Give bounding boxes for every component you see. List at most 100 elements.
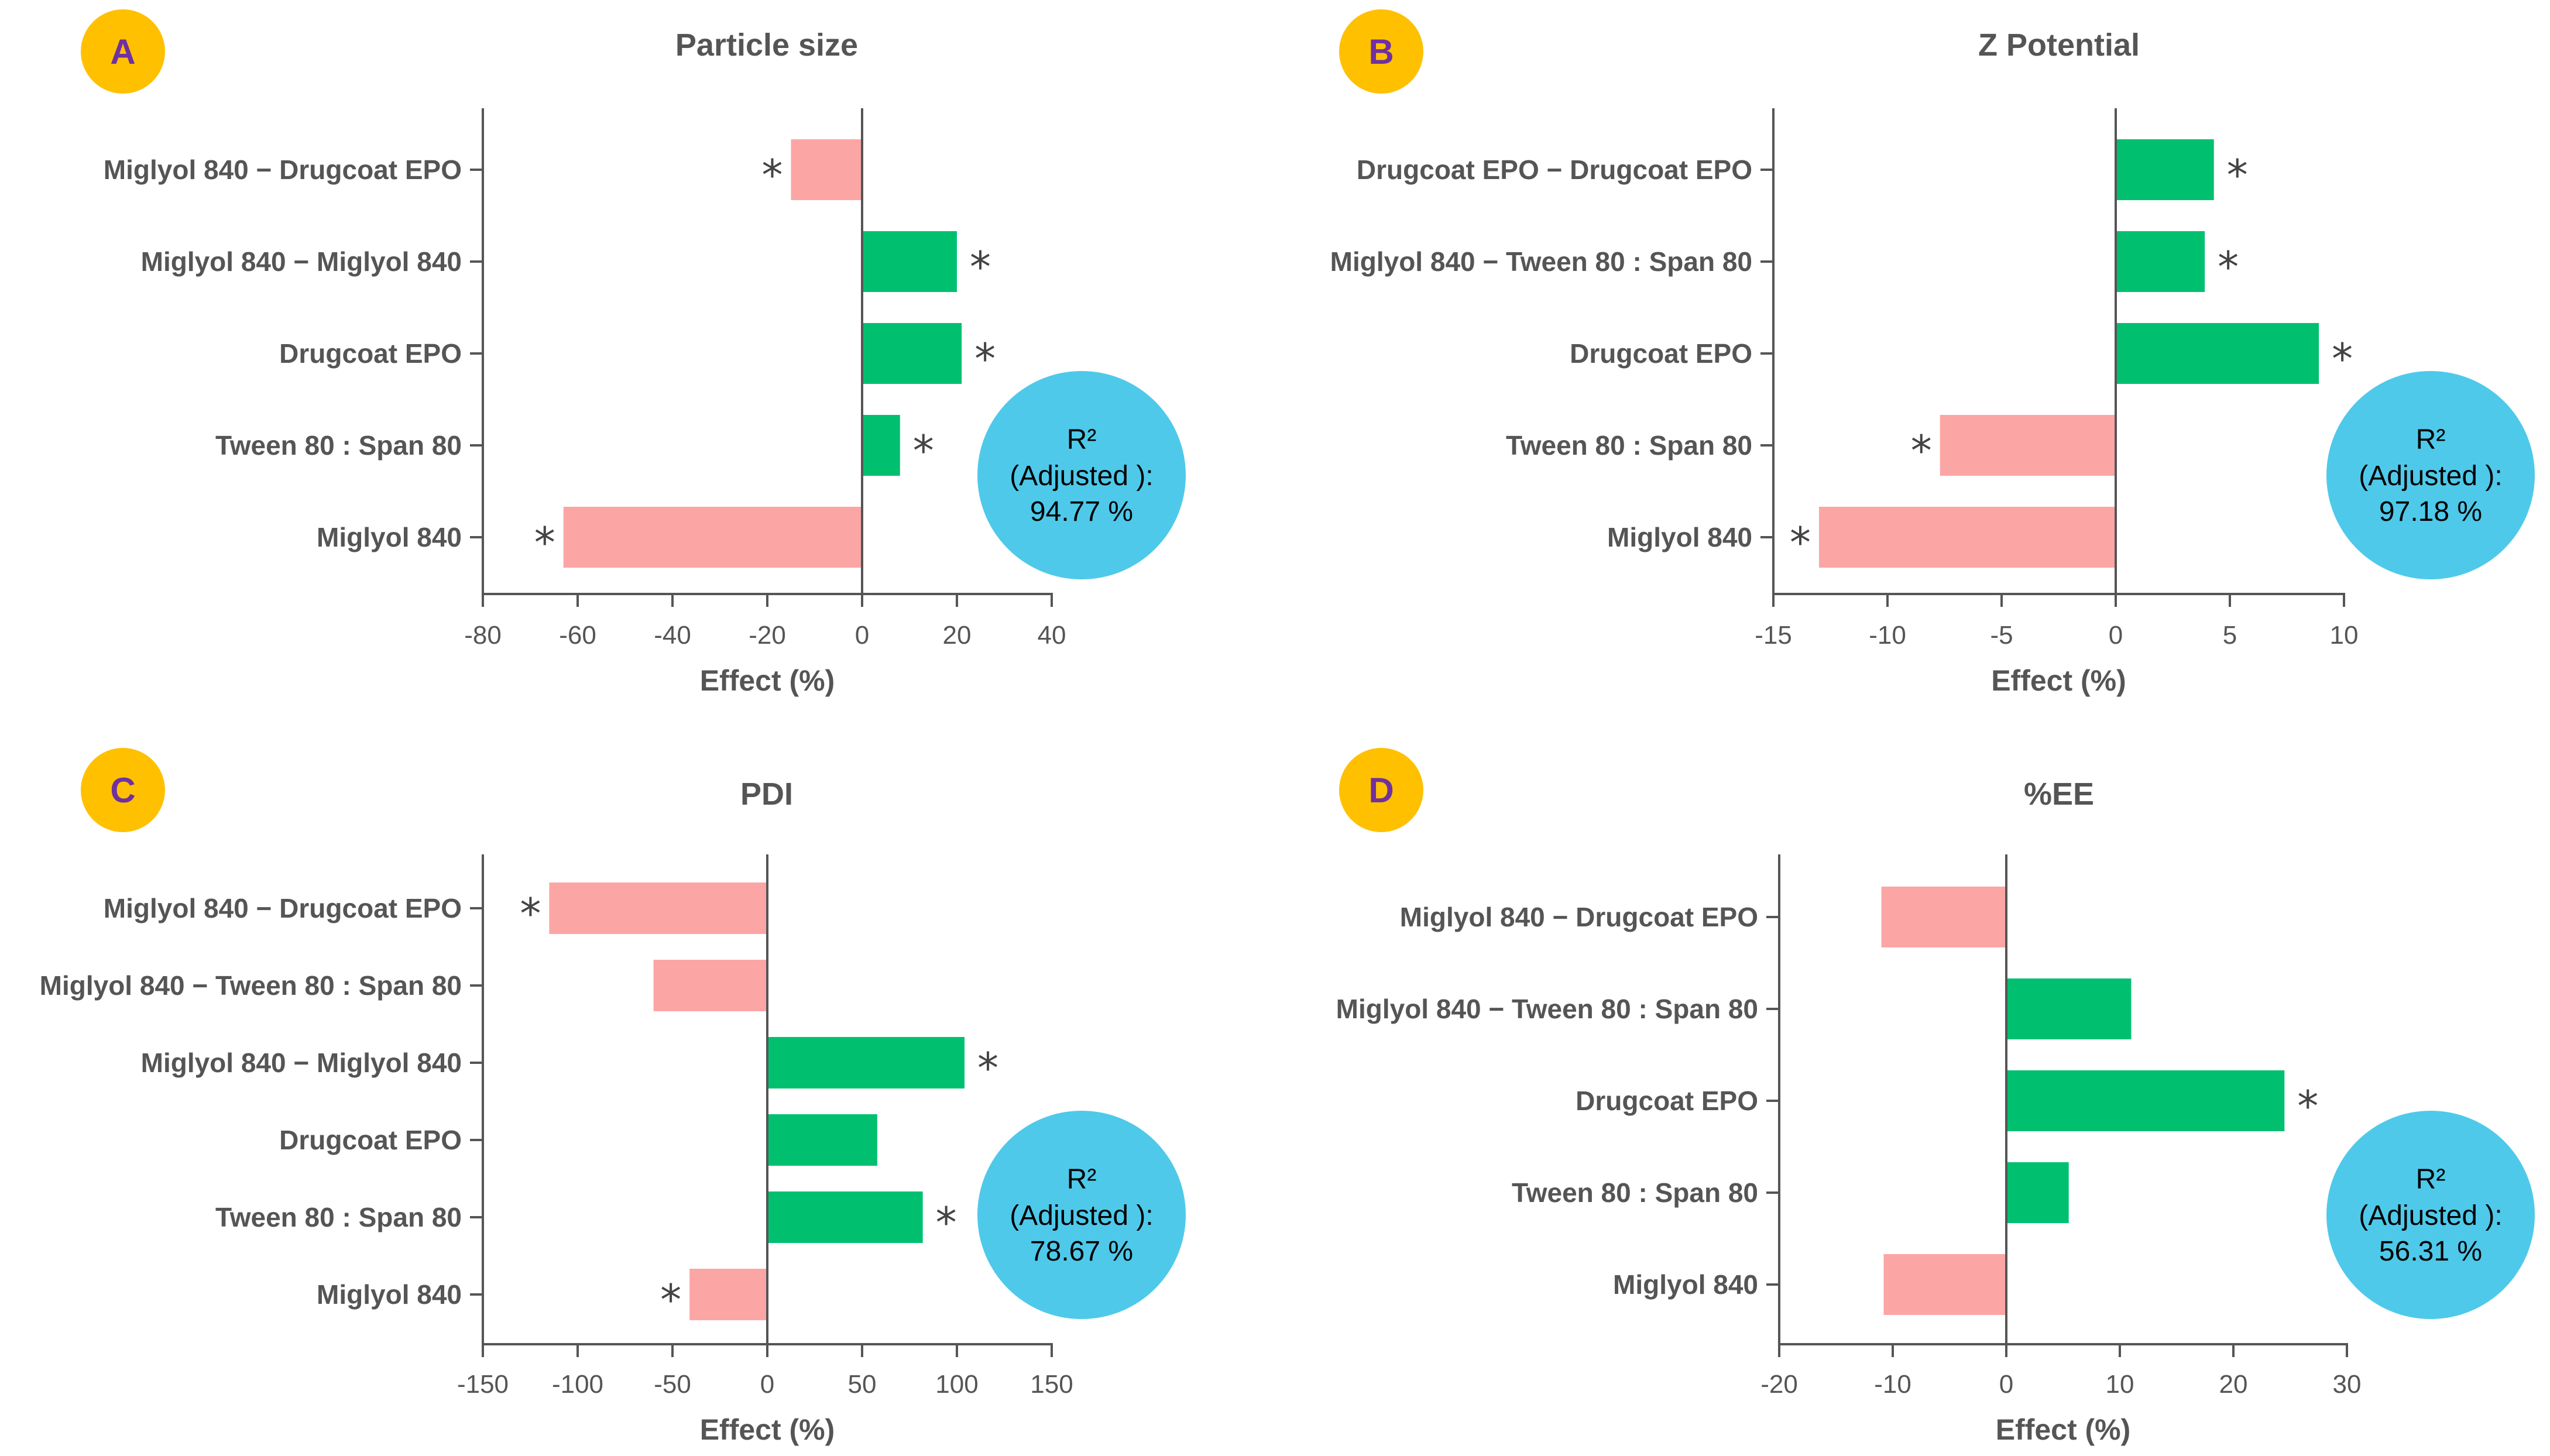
r2-value: 78.67 % — [1030, 1236, 1133, 1267]
chart-title: Particle size — [675, 28, 858, 63]
panel-badge-label: D — [1368, 771, 1394, 810]
x-tick-label: 30 — [2333, 1370, 2362, 1399]
x-axis-title: Effect (%) — [1991, 664, 2126, 697]
r2-value: 94.77 % — [1030, 496, 1133, 527]
bar-4 — [2006, 1162, 2069, 1223]
category-label: Miglyol 840 − Drugcoat EPO — [104, 893, 462, 923]
significance-star: * — [2332, 334, 2353, 383]
bar-5 — [767, 1191, 923, 1243]
bar-2 — [862, 231, 957, 292]
x-tick-label: 100 — [935, 1370, 978, 1399]
bar-5 — [1883, 1254, 2006, 1315]
significance-star: * — [1790, 518, 1811, 567]
panel-badge — [1339, 9, 1423, 94]
significance-star: * — [977, 1043, 998, 1093]
category-label: Miglyol 840 − Miglyol 840 — [141, 1048, 462, 1078]
bar-3 — [767, 1037, 965, 1088]
chart-panel-d: D %EE Miglyol 840 − Drugcoat EPO Miglyol 84… — [1336, 748, 2535, 1446]
significance-star: * — [520, 889, 541, 938]
r2-circle — [977, 1111, 1186, 1319]
x-tick-label: 150 — [1030, 1370, 1073, 1399]
x-tick-label: -40 — [654, 621, 691, 650]
category-label: Miglyol 840 − Drugcoat EPO — [1400, 902, 1758, 932]
r2-adjusted-label: (Adjusted ): — [1010, 1200, 1153, 1231]
x-tick-label: 0 — [1999, 1370, 2013, 1399]
r2-adjusted-label: (Adjusted ): — [2359, 1200, 2502, 1231]
x-tick-label: -5 — [1990, 621, 2013, 650]
category-label: Tween 80 : Span 80 — [215, 430, 462, 461]
category-label: Miglyol 840 − Drugcoat EPO — [104, 154, 462, 185]
significance-star: * — [660, 1275, 681, 1324]
x-tick-label: -20 — [1760, 1370, 1798, 1399]
category-label: Miglyol 840 — [317, 522, 462, 552]
bar-1 — [1881, 887, 2006, 947]
significance-star: * — [2297, 1081, 2318, 1131]
x-tick-label: -150 — [457, 1370, 509, 1399]
significance-star: * — [2227, 150, 2248, 200]
x-tick-label: -20 — [749, 621, 786, 650]
bar-1 — [2116, 139, 2214, 200]
bar-4 — [1940, 415, 2116, 476]
x-axis-title: Effect (%) — [1996, 1413, 2131, 1446]
bar-3 — [2116, 323, 2319, 384]
significance-star: * — [970, 242, 991, 291]
r2-label: R² — [2416, 1164, 2446, 1195]
category-label: Miglyol 840 − Miglyol 840 — [141, 246, 462, 277]
category-label: Drugcoat EPO — [1570, 338, 1752, 369]
category-label: Drugcoat EPO — [1576, 1086, 1758, 1116]
category-label: Miglyol 840 − Tween 80 : Span 80 — [40, 970, 462, 1001]
x-tick-label: -10 — [1869, 621, 1906, 650]
x-tick-label: -10 — [1874, 1370, 1911, 1399]
x-axis-title: Effect (%) — [700, 664, 835, 697]
bar-1 — [791, 139, 862, 200]
significance-star: * — [936, 1198, 957, 1247]
significance-star: * — [2218, 242, 2239, 291]
bar-3 — [2006, 1070, 2285, 1131]
x-tick-label: 0 — [760, 1370, 774, 1399]
r2-circle — [2326, 1111, 2535, 1319]
panel-badge — [81, 9, 165, 94]
chart-title: %EE — [2024, 777, 2094, 812]
x-tick-label: -50 — [654, 1370, 691, 1399]
x-tick-label: 10 — [2106, 1370, 2134, 1399]
panel-badge-label: A — [110, 32, 135, 71]
r2-annotation: R² (Adjusted ): 56.31 % — [2326, 1111, 2535, 1319]
chart-title: Z Potential — [1978, 28, 2140, 63]
bar-2 — [2006, 978, 2132, 1039]
r2-value: 97.18 % — [2379, 496, 2482, 527]
x-tick-label: -80 — [464, 621, 502, 650]
panel-badge — [1339, 748, 1423, 832]
significance-star: * — [1911, 426, 1932, 475]
x-tick-label: 50 — [848, 1370, 877, 1399]
panel-badge-label: B — [1368, 32, 1394, 71]
x-tick-label: -100 — [552, 1370, 603, 1399]
category-label: Drugcoat EPO — [279, 338, 462, 369]
significance-star: * — [974, 334, 996, 383]
bar-5 — [563, 507, 862, 568]
category-label: Miglyol 840 — [317, 1279, 462, 1310]
r2-annotation: R² (Adjusted ): 97.18 % — [2326, 371, 2535, 579]
x-tick-label: 40 — [1038, 621, 1066, 650]
chart-panel-b: B Z Potential * Drugcoat EPO − Drugcoat EPO… — [1330, 9, 2535, 697]
x-tick-label: 10 — [2330, 621, 2359, 650]
category-label: Drugcoat EPO − Drugcoat EPO — [1357, 154, 1752, 185]
bar-4 — [862, 415, 900, 476]
x-tick-label: 0 — [855, 621, 869, 650]
significance-star: * — [913, 426, 934, 475]
x-axis-title: Effect (%) — [700, 1413, 835, 1446]
category-label: Tween 80 : Span 80 — [215, 1202, 462, 1232]
r2-circle — [977, 371, 1186, 579]
category-label: Miglyol 840 — [1607, 522, 1752, 552]
bar-1 — [549, 882, 767, 934]
r2-circle — [2326, 371, 2535, 579]
r2-adjusted-label: (Adjusted ): — [1010, 461, 1153, 492]
r2-value: 56.31 % — [2379, 1236, 2482, 1267]
category-label: Tween 80 : Span 80 — [1506, 430, 1752, 461]
category-label: Drugcoat EPO — [279, 1125, 462, 1155]
chart-panel-c: C PDI * Miglyol 840 − Drugcoat EPO Miglyol 8… — [40, 748, 1186, 1446]
chart-panel-a: A Particle size * Miglyol 840 − Drugcoat EP… — [81, 9, 1186, 697]
r2-adjusted-label: (Adjusted ): — [2359, 461, 2502, 492]
x-tick-label: 20 — [943, 621, 972, 650]
category-label: Miglyol 840 − Tween 80 : Span 80 — [1336, 994, 1758, 1024]
bar-4 — [767, 1114, 877, 1166]
